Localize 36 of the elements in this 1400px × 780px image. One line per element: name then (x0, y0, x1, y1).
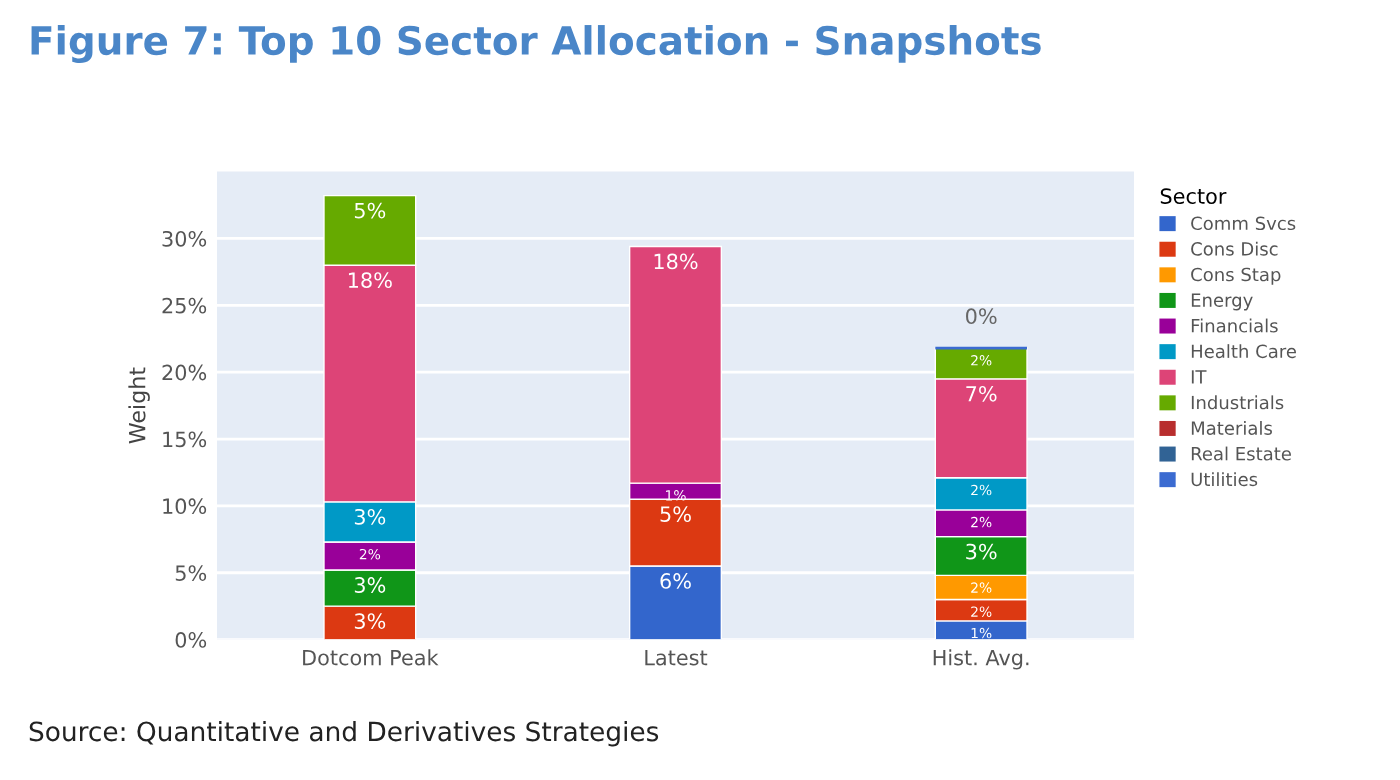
y-axis-title: Weight (128, 367, 150, 444)
data-label: 5% (660, 506, 691, 523)
y-tick-label: 15% (163, 431, 207, 448)
data-label: 3% (966, 543, 997, 560)
x-tick-label: Hist. Avg. (933, 649, 1029, 670)
legend-label: Materials (1191, 420, 1272, 435)
legend-label: Health Care (1191, 344, 1296, 359)
source-note: Source: Quantitative and Derivatives Strategies (29, 720, 659, 747)
legend-label: Real Estate (1191, 446, 1291, 461)
data-label: 3% (354, 577, 386, 593)
data-label: 18% (348, 272, 392, 289)
y-tick-label: 0% (175, 632, 207, 648)
y-tick-label: 5% (175, 565, 207, 581)
legend-label: Cons Stap (1191, 267, 1281, 285)
data-label: 0% (966, 308, 997, 325)
legend-label: IT (1191, 370, 1207, 384)
legend-label: Energy (1191, 293, 1253, 311)
x-tick-label: Dotcom Peak (303, 649, 439, 666)
legend-label: Comm Svcs (1191, 216, 1296, 231)
x-tick-label: Latest (645, 649, 708, 666)
data-label: 5% (354, 202, 386, 219)
y-tick-label: 25% (162, 297, 207, 314)
data-label: 6% (660, 573, 691, 589)
y-tick-label: 30% (162, 230, 207, 247)
data-label: 7% (966, 385, 997, 402)
y-tick-label: 10% (163, 498, 207, 515)
legend-label: Utilities (1191, 472, 1258, 487)
y-tick-label: 20% (162, 364, 207, 381)
data-label: 3% (354, 613, 386, 629)
data-label: 3% (354, 508, 386, 525)
legend-label: Industrials (1191, 395, 1284, 410)
legend-label: Cons Disc (1191, 241, 1278, 256)
legend-label: Financials (1191, 318, 1278, 333)
legend-title: Sector (1160, 188, 1227, 204)
data-label: 18% (654, 253, 698, 270)
chart-title: Figure 7: Top 10 Sector Allocation - Snapshots (31, 25, 1041, 63)
